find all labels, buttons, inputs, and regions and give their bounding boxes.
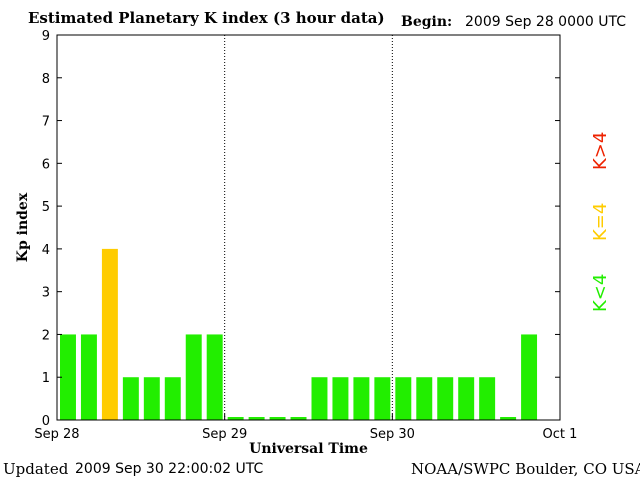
legend-equal-4: K=4 [590,202,611,241]
kp-bar-19 [458,377,475,420]
y-tick-label-3: 3 [42,286,50,301]
y-tick-label-6: 6 [42,157,50,172]
kp-bar-10 [269,417,286,420]
kp-bar-3 [122,377,139,420]
x-tick-label-1: Sep 29 [202,427,247,442]
kp-bar-4 [143,377,160,420]
y-tick-label-2: 2 [42,328,50,343]
kp-bar-1 [80,334,97,420]
y-tick-label-9: 9 [42,29,50,44]
kp-bar-18 [437,377,454,420]
legend-above-4: K>4 [590,131,611,170]
plot-frame [56,34,561,421]
kp-bar-9 [248,417,265,420]
credit-text: NOAA/SWPC Boulder, CO USA [411,460,640,478]
kp-bar-2 [101,248,118,420]
begin-value: 2009 Sep 28 0000 UTC [465,14,627,30]
kp-bar-12 [311,377,328,420]
kp-bar-20 [479,377,496,420]
y-tick-label-4: 4 [42,243,50,258]
y-tick-label-7: 7 [42,115,50,130]
begin-label: Begin: [401,14,453,30]
kp-bar-16 [395,377,412,420]
updated-value: 2009 Sep 30 22:00:02 UTC [75,461,264,477]
kp-bar-8 [227,417,244,420]
kp-bar-6 [185,334,202,420]
kp-bar-22 [521,334,538,420]
kp-bar-5 [164,377,181,420]
kp-bar-15 [374,377,391,420]
x-tick-label-0: Sep 28 [34,427,79,442]
y-tick-label-5: 5 [42,200,50,215]
legend-below-4: K<4 [590,273,611,312]
y-axis-title: Kp index [15,192,31,262]
x-tick-label-3: Oct 1 [543,427,578,442]
kp-bar-0 [60,334,76,420]
x-tick-label-2: Sep 30 [370,427,415,442]
y-tick-label-0: 0 [42,414,50,429]
kp-bar-13 [332,377,349,420]
kp-bar-17 [416,377,433,420]
y-tick-label-8: 8 [42,72,50,87]
kp-bar-21 [500,417,517,420]
x-axis-title: Universal Time [249,441,368,457]
kp-bar-11 [290,417,307,420]
kp-bar-14 [353,377,370,420]
updated-label: Updated [3,460,69,478]
chart-title: Estimated Planetary K index (3 hour data… [28,9,385,27]
kp-bar-7 [206,334,223,420]
y-tick-label-1: 1 [42,371,50,386]
